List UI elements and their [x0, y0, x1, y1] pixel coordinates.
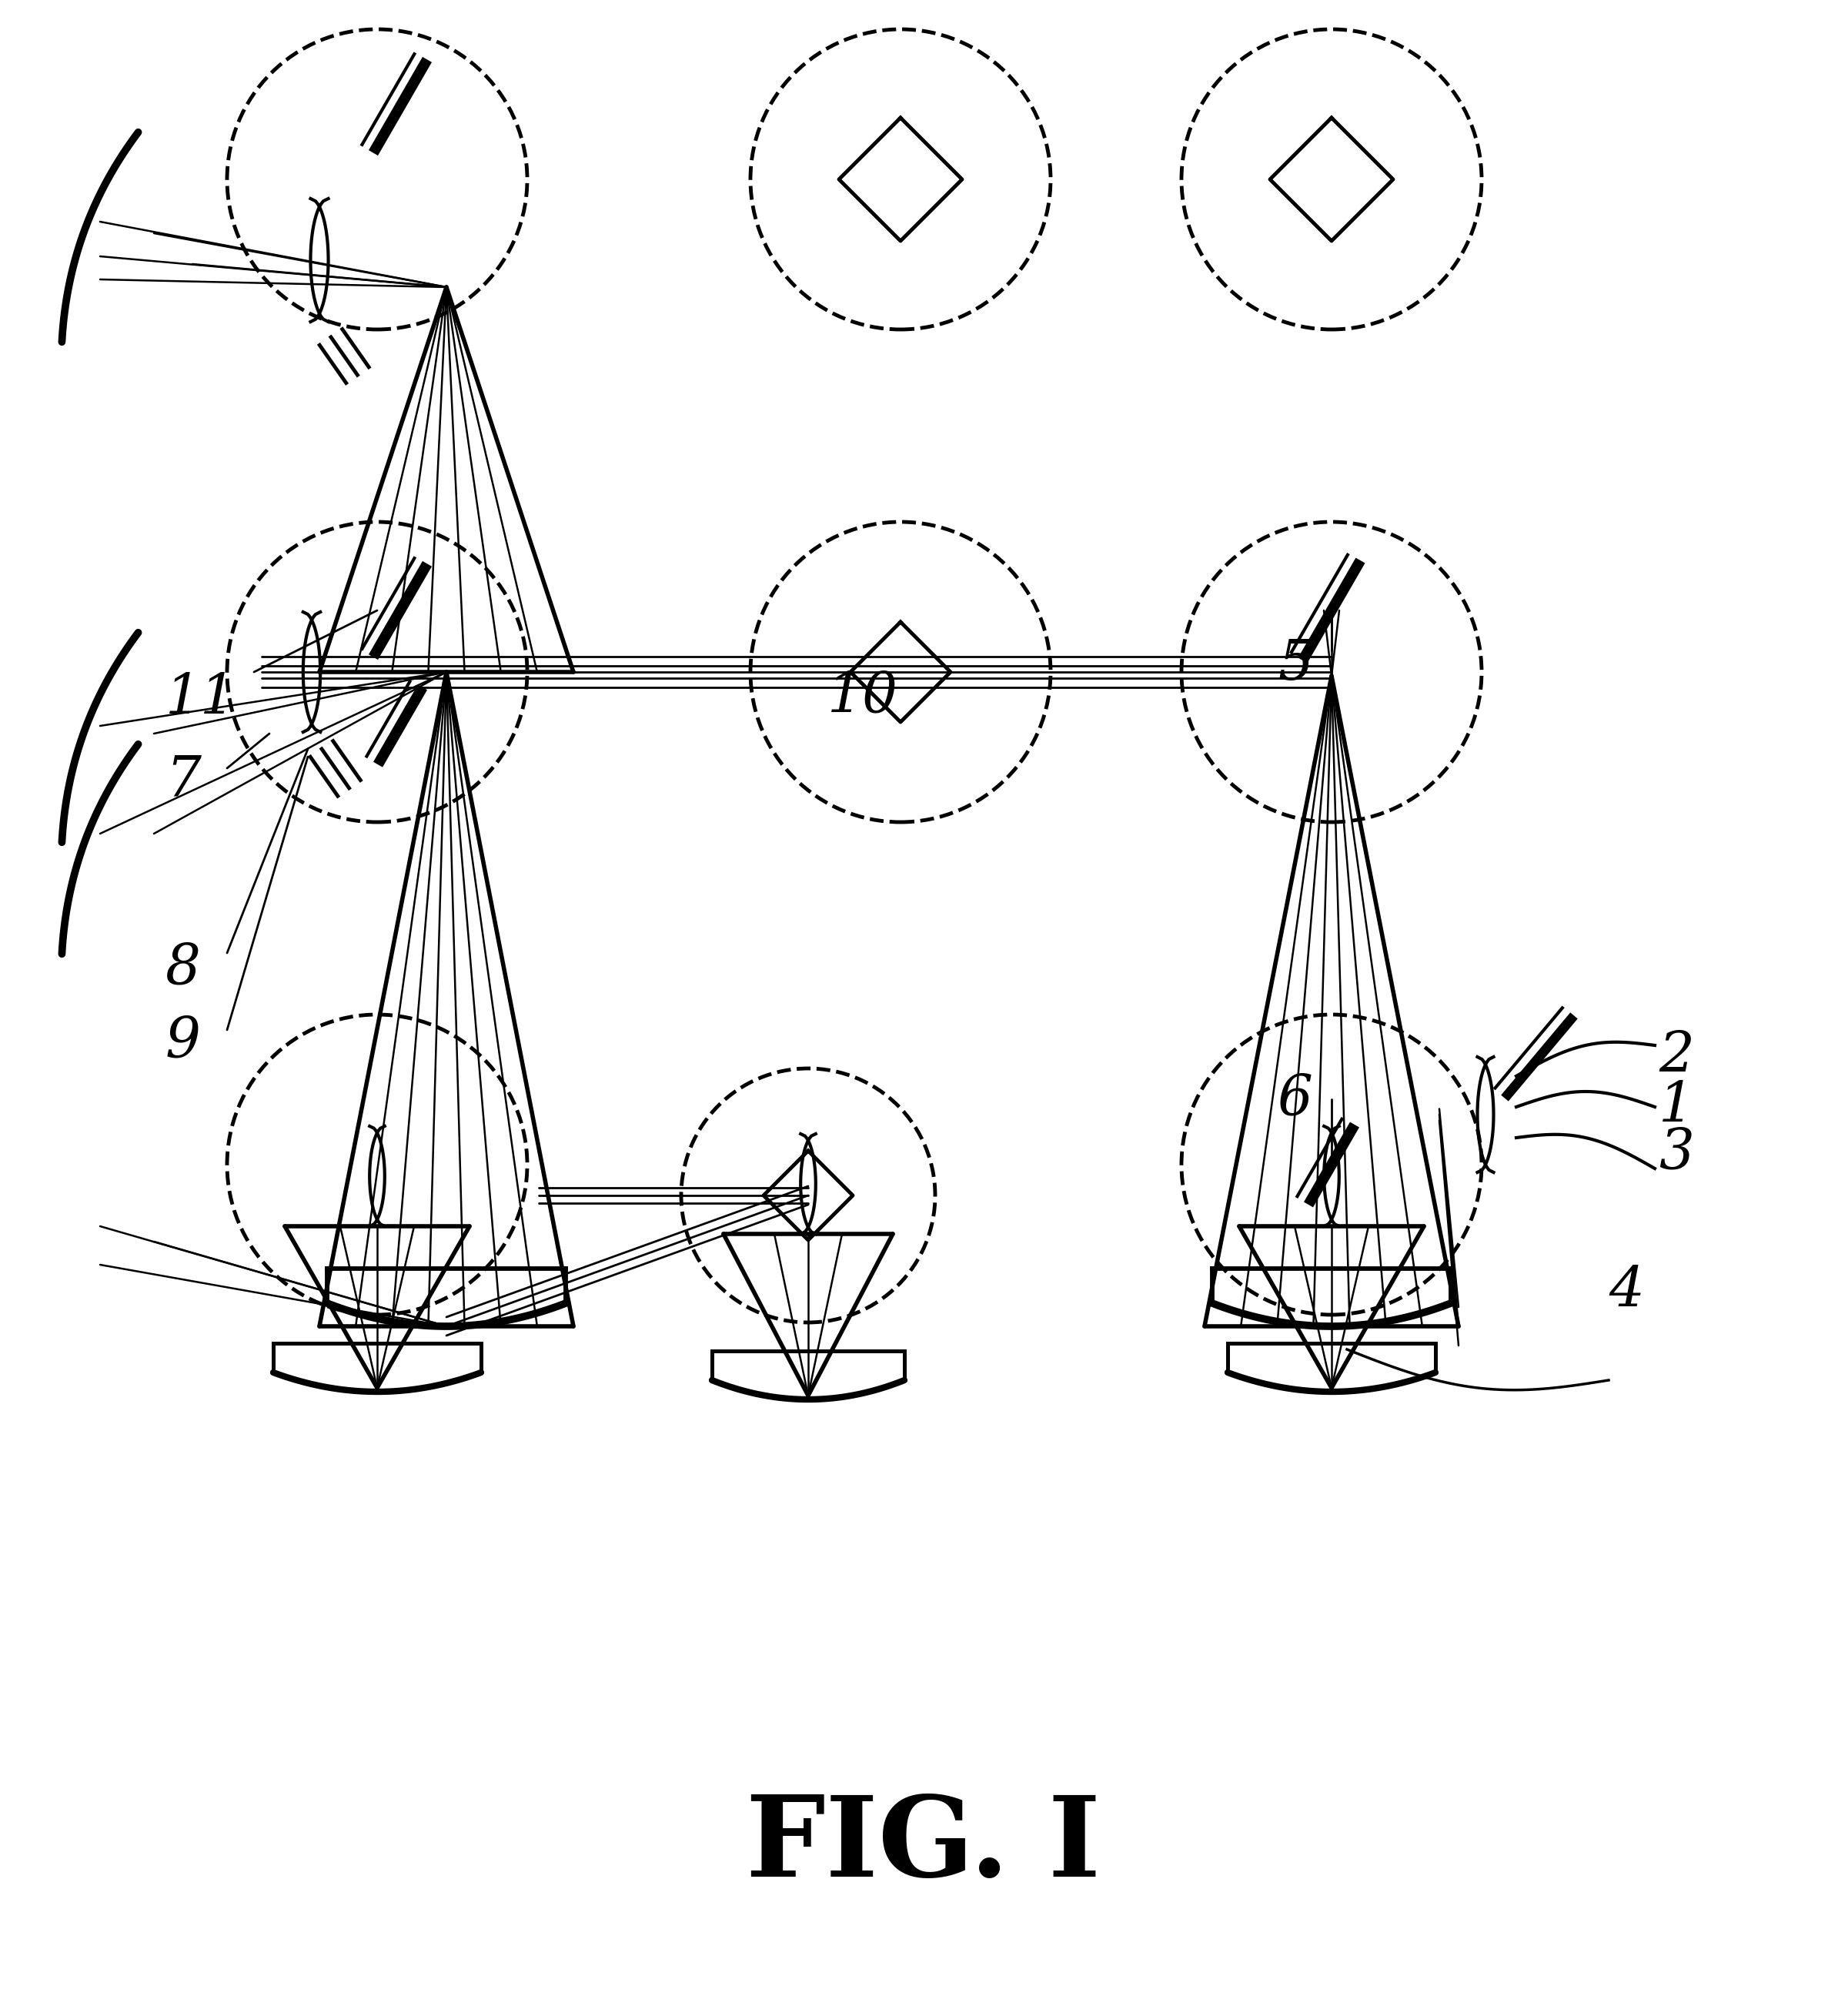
Text: 1: 1 [1660, 1080, 1695, 1134]
Text: 11: 11 [166, 673, 237, 727]
Text: 4: 4 [1608, 1265, 1645, 1319]
Text: 6: 6 [1277, 1072, 1314, 1126]
Text: 5: 5 [1277, 637, 1314, 691]
Text: 10: 10 [828, 669, 898, 725]
Text: 8: 8 [166, 942, 201, 996]
Text: 7: 7 [166, 752, 201, 806]
Text: FIG. I: FIG. I [747, 1792, 1101, 1900]
Text: 3: 3 [1660, 1126, 1695, 1180]
Text: 2: 2 [1660, 1030, 1695, 1084]
Text: 9: 9 [166, 1014, 201, 1068]
